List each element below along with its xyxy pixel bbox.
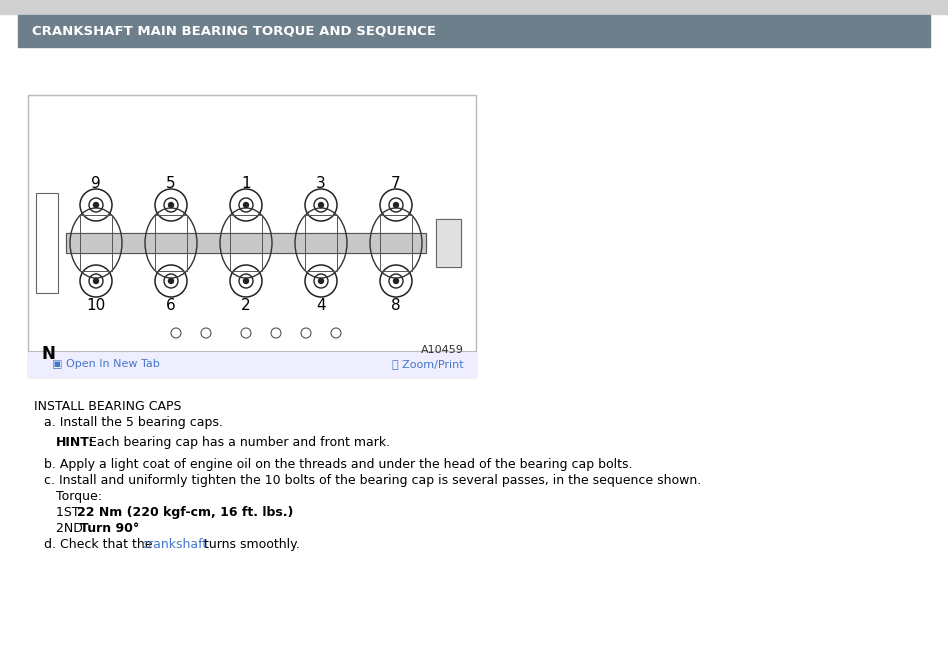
Bar — [436, 219, 461, 267]
Text: 3: 3 — [316, 175, 326, 190]
Text: 🔍 Zoom/Print: 🔍 Zoom/Print — [392, 359, 464, 369]
Bar — [155, 215, 187, 271]
Circle shape — [169, 202, 173, 208]
Text: d. Check that the: d. Check that the — [44, 538, 156, 551]
Circle shape — [393, 202, 398, 208]
Circle shape — [319, 279, 323, 283]
Bar — [380, 215, 412, 271]
Bar — [80, 215, 112, 271]
Text: 22 Nm (220 kgf-cm, 16 ft. lbs.): 22 Nm (220 kgf-cm, 16 ft. lbs.) — [77, 506, 293, 519]
Circle shape — [244, 279, 248, 283]
Text: 4: 4 — [317, 297, 326, 312]
Text: ▣ Open In New Tab: ▣ Open In New Tab — [52, 359, 160, 369]
Circle shape — [94, 202, 99, 208]
Text: a. Install the 5 bearing caps.: a. Install the 5 bearing caps. — [44, 416, 223, 429]
Text: 10: 10 — [86, 297, 105, 312]
Text: c. Install and uniformly tighten the 10 bolts of the bearing cap is several pass: c. Install and uniformly tighten the 10 … — [44, 474, 702, 487]
Text: 5: 5 — [166, 175, 175, 190]
Text: b. Apply a light coat of engine oil on the threads and under the head of the bea: b. Apply a light coat of engine oil on t… — [44, 458, 632, 471]
Text: A10459: A10459 — [421, 345, 464, 355]
Text: 9: 9 — [91, 175, 100, 190]
Text: 7: 7 — [392, 175, 401, 190]
Text: turns smoothly.: turns smoothly. — [200, 538, 300, 551]
Bar — [28, 351, 476, 377]
Bar — [0, 0, 948, 14]
Text: 6: 6 — [166, 297, 176, 312]
Bar — [18, 15, 930, 47]
Text: INSTALL BEARING CAPS: INSTALL BEARING CAPS — [34, 400, 181, 413]
Circle shape — [244, 202, 248, 208]
Text: 8: 8 — [392, 297, 401, 312]
Text: HINT:: HINT: — [56, 436, 94, 449]
Circle shape — [393, 279, 398, 283]
Bar — [66, 233, 426, 253]
Text: 1: 1 — [241, 175, 251, 190]
Text: 2ND: 2ND — [56, 522, 87, 535]
Circle shape — [169, 279, 173, 283]
Text: CRANKSHAFT MAIN BEARING TORQUE AND SEQUENCE: CRANKSHAFT MAIN BEARING TORQUE AND SEQUE… — [32, 24, 436, 38]
Bar — [30, 97, 474, 351]
Bar — [36, 193, 58, 293]
Circle shape — [319, 202, 323, 208]
Text: N: N — [42, 345, 56, 363]
Bar — [28, 95, 476, 377]
Text: Turn 90°: Turn 90° — [80, 522, 139, 535]
Bar — [305, 215, 337, 271]
Text: Each bearing cap has a number and front mark.: Each bearing cap has a number and front … — [89, 436, 391, 449]
Text: Torque:: Torque: — [56, 490, 102, 503]
Circle shape — [94, 279, 99, 283]
Text: crankshaft: crankshaft — [141, 538, 208, 551]
Text: 2: 2 — [241, 297, 251, 312]
Text: 1ST: 1ST — [56, 506, 83, 519]
Bar — [230, 215, 262, 271]
Bar — [66, 233, 426, 253]
Bar — [436, 219, 461, 267]
